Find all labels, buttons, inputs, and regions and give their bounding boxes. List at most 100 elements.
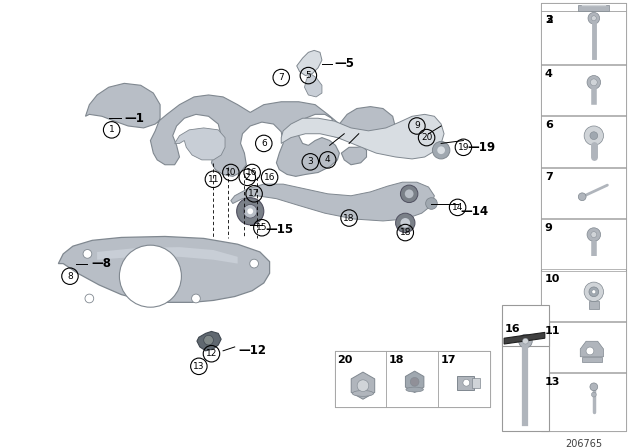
Polygon shape bbox=[97, 247, 237, 263]
Circle shape bbox=[591, 232, 596, 237]
Text: 19: 19 bbox=[458, 143, 469, 152]
Text: 2: 2 bbox=[244, 173, 250, 182]
Circle shape bbox=[584, 282, 604, 302]
Circle shape bbox=[237, 198, 264, 225]
Bar bbox=[541, 12, 626, 64]
Circle shape bbox=[401, 218, 410, 228]
Text: —12: —12 bbox=[239, 345, 267, 358]
Text: 8: 8 bbox=[67, 271, 73, 281]
Bar bbox=[541, 3, 626, 431]
Text: 2: 2 bbox=[545, 15, 552, 26]
Circle shape bbox=[589, 287, 598, 297]
Bar bbox=[541, 116, 626, 167]
Text: 20: 20 bbox=[337, 355, 353, 365]
Text: 3: 3 bbox=[307, 157, 313, 166]
Circle shape bbox=[191, 294, 200, 303]
Bar bbox=[541, 219, 626, 269]
Polygon shape bbox=[504, 332, 545, 344]
Polygon shape bbox=[305, 73, 322, 97]
Polygon shape bbox=[175, 128, 225, 160]
Bar bbox=[541, 271, 626, 321]
Circle shape bbox=[433, 142, 450, 159]
Circle shape bbox=[120, 245, 181, 307]
Bar bbox=[335, 351, 490, 407]
Circle shape bbox=[243, 204, 257, 218]
Circle shape bbox=[590, 132, 598, 139]
Text: —14: —14 bbox=[461, 205, 489, 218]
Bar bbox=[541, 65, 626, 115]
Circle shape bbox=[250, 259, 259, 268]
Text: 9: 9 bbox=[414, 121, 420, 130]
Text: 17: 17 bbox=[441, 355, 456, 365]
Text: 16: 16 bbox=[264, 173, 275, 182]
Bar bbox=[541, 3, 626, 11]
Bar bbox=[386, 351, 438, 407]
Circle shape bbox=[587, 228, 600, 241]
Text: 17: 17 bbox=[248, 190, 260, 198]
Polygon shape bbox=[58, 237, 269, 302]
Circle shape bbox=[591, 79, 597, 86]
Bar bbox=[502, 320, 548, 431]
Text: 4: 4 bbox=[325, 155, 331, 164]
Text: 5: 5 bbox=[305, 71, 311, 80]
Bar bbox=[438, 351, 490, 407]
Text: 18: 18 bbox=[389, 355, 404, 365]
Polygon shape bbox=[86, 83, 396, 177]
Text: 6: 6 bbox=[545, 121, 553, 130]
Text: 16: 16 bbox=[246, 168, 258, 177]
Text: 16: 16 bbox=[505, 323, 521, 334]
Circle shape bbox=[592, 290, 596, 294]
Text: 14: 14 bbox=[452, 203, 463, 212]
Text: 206765: 206765 bbox=[565, 439, 602, 448]
Text: 7: 7 bbox=[278, 73, 284, 82]
Text: 13: 13 bbox=[545, 377, 560, 387]
Circle shape bbox=[590, 383, 598, 391]
Polygon shape bbox=[281, 114, 444, 159]
Ellipse shape bbox=[406, 387, 424, 392]
Bar bbox=[472, 378, 480, 388]
Circle shape bbox=[401, 185, 418, 202]
Polygon shape bbox=[197, 332, 221, 351]
Bar bbox=[541, 168, 626, 218]
Circle shape bbox=[591, 16, 596, 21]
Bar bbox=[541, 322, 626, 372]
Circle shape bbox=[587, 76, 600, 89]
Text: —19: —19 bbox=[467, 141, 495, 154]
Circle shape bbox=[404, 190, 413, 198]
Text: 18: 18 bbox=[399, 228, 411, 237]
Circle shape bbox=[584, 126, 604, 145]
Text: 3: 3 bbox=[545, 15, 552, 26]
Circle shape bbox=[579, 193, 586, 201]
Text: 1: 1 bbox=[109, 125, 115, 134]
Text: —1: —1 bbox=[124, 112, 144, 125]
Text: 12: 12 bbox=[206, 349, 217, 358]
Ellipse shape bbox=[352, 391, 374, 396]
Circle shape bbox=[396, 213, 415, 233]
Bar bbox=[541, 374, 626, 431]
Circle shape bbox=[410, 377, 419, 386]
Text: 20: 20 bbox=[421, 133, 432, 142]
Text: 10: 10 bbox=[545, 275, 560, 284]
Circle shape bbox=[204, 335, 213, 345]
Bar bbox=[502, 305, 548, 346]
Bar bbox=[457, 376, 474, 389]
Circle shape bbox=[591, 392, 596, 397]
Circle shape bbox=[85, 294, 93, 303]
Circle shape bbox=[518, 334, 532, 348]
Bar bbox=[589, 302, 598, 309]
Text: 4: 4 bbox=[545, 69, 553, 79]
Text: 10: 10 bbox=[225, 168, 237, 177]
Circle shape bbox=[426, 198, 437, 209]
Text: 11: 11 bbox=[545, 326, 561, 336]
Bar bbox=[582, 357, 602, 362]
Text: 9: 9 bbox=[545, 223, 553, 233]
Text: 15: 15 bbox=[256, 223, 268, 232]
Circle shape bbox=[522, 338, 529, 344]
Circle shape bbox=[586, 347, 594, 355]
Text: 18: 18 bbox=[343, 214, 355, 223]
Circle shape bbox=[588, 13, 600, 24]
Text: —5: —5 bbox=[335, 57, 355, 70]
Circle shape bbox=[83, 250, 92, 258]
Circle shape bbox=[357, 380, 369, 392]
Text: —8: —8 bbox=[92, 257, 111, 270]
